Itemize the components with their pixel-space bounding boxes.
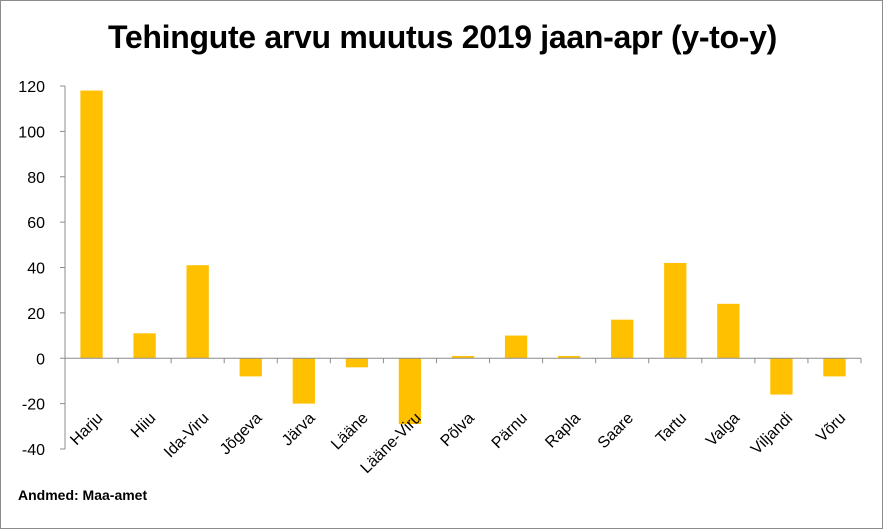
x-category-label: Pärnu [489,410,531,452]
source-note: Andmed: Maa-amet [18,487,148,503]
x-category-label: Valga [703,410,743,450]
bar-hiiu [133,333,156,359]
bars-group [80,90,846,425]
x-category-label: Viljandi [748,410,796,458]
x-category-label: Saare [595,410,637,452]
x-category-label: Järva [279,410,319,450]
y-tick-label: 100 [18,124,45,141]
bar-viljandi [770,358,793,395]
bar-pärnu [504,335,528,359]
y-tick-label: 0 [36,351,45,368]
x-category-label: Hiiu [128,410,160,442]
bar-rapla [557,355,581,359]
bar-tartu [664,262,687,359]
x-category-label: Lääne [328,410,372,454]
x-category-label: Rapla [542,410,584,452]
x-category-label: Võru [813,410,849,446]
y-tick-label: 120 [18,79,45,96]
y-tick-label: 80 [27,170,45,187]
bar-järva [292,358,315,404]
y-tick-labels: -40 -20 0 20 40 60 80 100 120 [18,79,45,459]
x-category-label: Jõgeva [217,410,266,459]
bar-saare [611,319,634,359]
bar-valga [717,303,740,359]
axes-group [60,85,862,450]
x-category-label: Harju [67,410,106,449]
y-tick-label: -40 [22,442,45,459]
bar-lääne [345,358,369,368]
y-tick-label: -20 [22,397,45,414]
x-category-label: Ida-Viru [161,410,212,461]
y-tick-label: 40 [27,261,45,278]
x-category-label: Tartu [653,410,690,447]
y-tick-label: 60 [27,215,45,232]
chart-title: Tehingute arvu muutus 2019 jaan-apr (y-t… [108,19,777,55]
bar-jõgeva [239,358,262,377]
bar-harju [80,90,103,359]
bar-põlva [451,355,475,359]
bar-lääne-viru [398,358,422,425]
x-category-label: Põlva [438,410,478,450]
bar-ida-viru [186,265,209,359]
y-tick-label: 20 [27,306,45,323]
x-category-labels: Harju Hiiu Ida-Viru Jõgeva Järva LääneLääne-V… [67,410,849,477]
bar-võru [823,358,846,377]
